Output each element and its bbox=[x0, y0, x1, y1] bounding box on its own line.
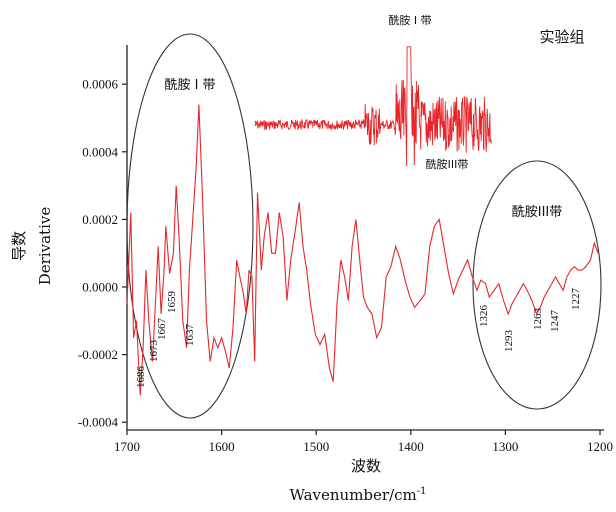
y-tick-label: 0.0004 bbox=[82, 144, 118, 159]
y-ticks: 0.0006 0.0004 0.0002 0.0000 -0.0002 -0.0004 bbox=[78, 77, 127, 430]
peak-label: 1686 bbox=[135, 366, 147, 389]
y-tick-label: 0.0006 bbox=[82, 77, 118, 92]
peak-label: 1673 bbox=[148, 340, 160, 363]
peak-label: 1263 bbox=[532, 308, 544, 331]
ellipse-label-amide-iii: 酰胺III带 bbox=[512, 205, 563, 220]
x-ticks: 1700 1600 1500 1400 1300 1200 bbox=[114, 430, 613, 454]
x-tick-label: 1200 bbox=[587, 439, 613, 454]
peak-label: 1667 bbox=[156, 318, 168, 341]
peak-label: 1637 bbox=[184, 324, 196, 347]
x-tick-label: 1700 bbox=[114, 439, 140, 454]
peak-label: 1326 bbox=[478, 305, 490, 328]
series-line bbox=[126, 104, 599, 396]
y-tick-label: 0.0000 bbox=[82, 280, 118, 295]
x-axis-title-cn: 波数 bbox=[351, 457, 381, 475]
y-axis-title-en: Derivative bbox=[36, 207, 54, 286]
peak-label: 1659 bbox=[166, 291, 178, 314]
amide-i-ellipse bbox=[126, 33, 254, 419]
peak-label: 1247 bbox=[549, 310, 561, 333]
inset-amide-iii-label: 酰胺III带 bbox=[426, 157, 469, 171]
inset-series-line bbox=[254, 46, 492, 167]
y-tick-label: -0.0004 bbox=[78, 415, 119, 430]
peak-label: 1293 bbox=[503, 330, 515, 353]
peak-labels: 1686 1673 1667 1659 1637 1326 1293 1263 … bbox=[135, 288, 582, 389]
x-tick-label: 1300 bbox=[492, 439, 518, 454]
y-tick-label: -0.0002 bbox=[78, 347, 118, 362]
y-axis-title-cn: 导数 bbox=[10, 231, 28, 261]
x-tick-label: 1600 bbox=[209, 439, 235, 454]
ellipse-label-amide-i: 酰胺 I 带 bbox=[164, 78, 215, 93]
x-axis-title-en: Wavenumber/cm-1 bbox=[289, 486, 426, 504]
y-tick-label: 0.0002 bbox=[82, 212, 118, 227]
axes bbox=[126, 45, 604, 431]
x-tick-label: 1500 bbox=[303, 439, 329, 454]
x-tick-label: 1400 bbox=[398, 439, 424, 454]
amide-iii-ellipse bbox=[472, 160, 602, 410]
inset-amide-i-label: 酰胺 I 带 bbox=[388, 13, 431, 27]
peak-label: 1227 bbox=[570, 288, 582, 311]
chart-title: 实验组 bbox=[539, 28, 584, 46]
